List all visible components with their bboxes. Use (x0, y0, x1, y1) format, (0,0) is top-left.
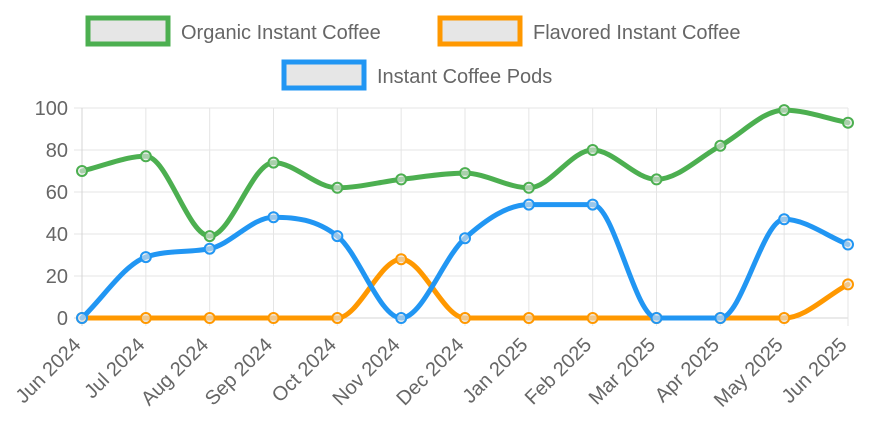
x-tick-label: Aug 2024 (137, 334, 213, 410)
data-point-organic-instant-coffee (778, 104, 791, 117)
x-tick-label: Jun 2025 (778, 334, 852, 408)
data-point-organic-instant-coffee (331, 181, 344, 194)
x-tick-label: Dec 2024 (392, 334, 468, 410)
data-point-organic-instant-coffee (267, 156, 280, 169)
data-point-flavored-instant-coffee (395, 253, 408, 266)
data-point-organic-instant-coffee (139, 150, 152, 163)
legend-label: Instant Coffee Pods (377, 66, 552, 88)
data-point-instant-coffee-pods (139, 251, 152, 264)
data-point-instant-coffee-pods (331, 230, 344, 243)
data-point-flavored-instant-coffee (778, 312, 791, 324)
data-point-flavored-instant-coffee (842, 278, 854, 291)
legend-swatch (85, 15, 171, 47)
legend-item-organic-instant-coffee[interactable]: Organic Instant Coffee (85, 15, 381, 47)
data-point-organic-instant-coffee (522, 181, 535, 194)
y-tick-label: 20 (46, 266, 68, 288)
data-point-organic-instant-coffee (203, 230, 216, 243)
x-tick-label: Mar 2025 (585, 334, 660, 409)
data-point-flavored-instant-coffee (139, 312, 152, 324)
data-point-instant-coffee-pods (459, 232, 471, 245)
data-point-instant-coffee-pods (586, 198, 599, 211)
data-point-instant-coffee-pods (778, 213, 791, 226)
data-point-flavored-instant-coffee (522, 312, 535, 324)
data-point-flavored-instant-coffee (586, 312, 599, 324)
x-tick-label: Jun 2024 (12, 334, 86, 408)
legend-swatch (437, 15, 523, 47)
y-tick-label: 80 (46, 140, 68, 162)
y-axis: 0 20 40 60 80 100 (35, 98, 68, 330)
data-point-organic-instant-coffee (395, 173, 408, 186)
legend: Organic Instant Coffee Flavored Instant C… (85, 15, 741, 91)
data-point-instant-coffee-pods (842, 238, 854, 251)
data-point-instant-coffee-pods (203, 242, 216, 255)
x-tick-label: Jan 2025 (459, 334, 533, 408)
data-point-organic-instant-coffee (842, 116, 854, 129)
y-tick-label: 60 (46, 182, 68, 204)
data-point-instant-coffee-pods (267, 211, 280, 224)
data-point-organic-instant-coffee (650, 173, 663, 186)
legend-swatch (281, 59, 367, 91)
series-layer (76, 104, 854, 324)
y-tick-label: 40 (46, 224, 68, 246)
data-point-instant-coffee-pods (522, 198, 535, 211)
y-tick-label: 100 (35, 98, 68, 120)
data-point-organic-instant-coffee (459, 167, 471, 180)
data-point-flavored-instant-coffee (203, 312, 216, 324)
data-point-instant-coffee-pods (650, 312, 663, 324)
y-tick-label: 0 (57, 308, 68, 330)
x-tick-label: Feb 2025 (521, 334, 596, 409)
legend-item-instant-coffee-pods[interactable]: Instant Coffee Pods (281, 59, 552, 91)
data-point-instant-coffee-pods (76, 312, 88, 324)
data-point-organic-instant-coffee (586, 144, 599, 156)
x-tick-label: May 2025 (710, 334, 788, 412)
data-point-flavored-instant-coffee (267, 312, 280, 324)
data-point-instant-coffee-pods (395, 312, 408, 324)
x-tick-label: Sep 2024 (201, 334, 277, 410)
data-point-organic-instant-coffee (714, 139, 727, 152)
data-point-instant-coffee-pods (714, 312, 727, 324)
data-point-organic-instant-coffee (76, 165, 88, 177)
data-point-flavored-instant-coffee (459, 312, 471, 324)
data-point-flavored-instant-coffee (331, 312, 344, 324)
x-tick-label: Nov 2024 (329, 334, 405, 410)
legend-item-flavored-instant-coffee[interactable]: Flavored Instant Coffee (437, 15, 741, 47)
legend-label: Flavored Instant Coffee (533, 22, 741, 44)
legend-label: Organic Instant Coffee (181, 22, 381, 44)
